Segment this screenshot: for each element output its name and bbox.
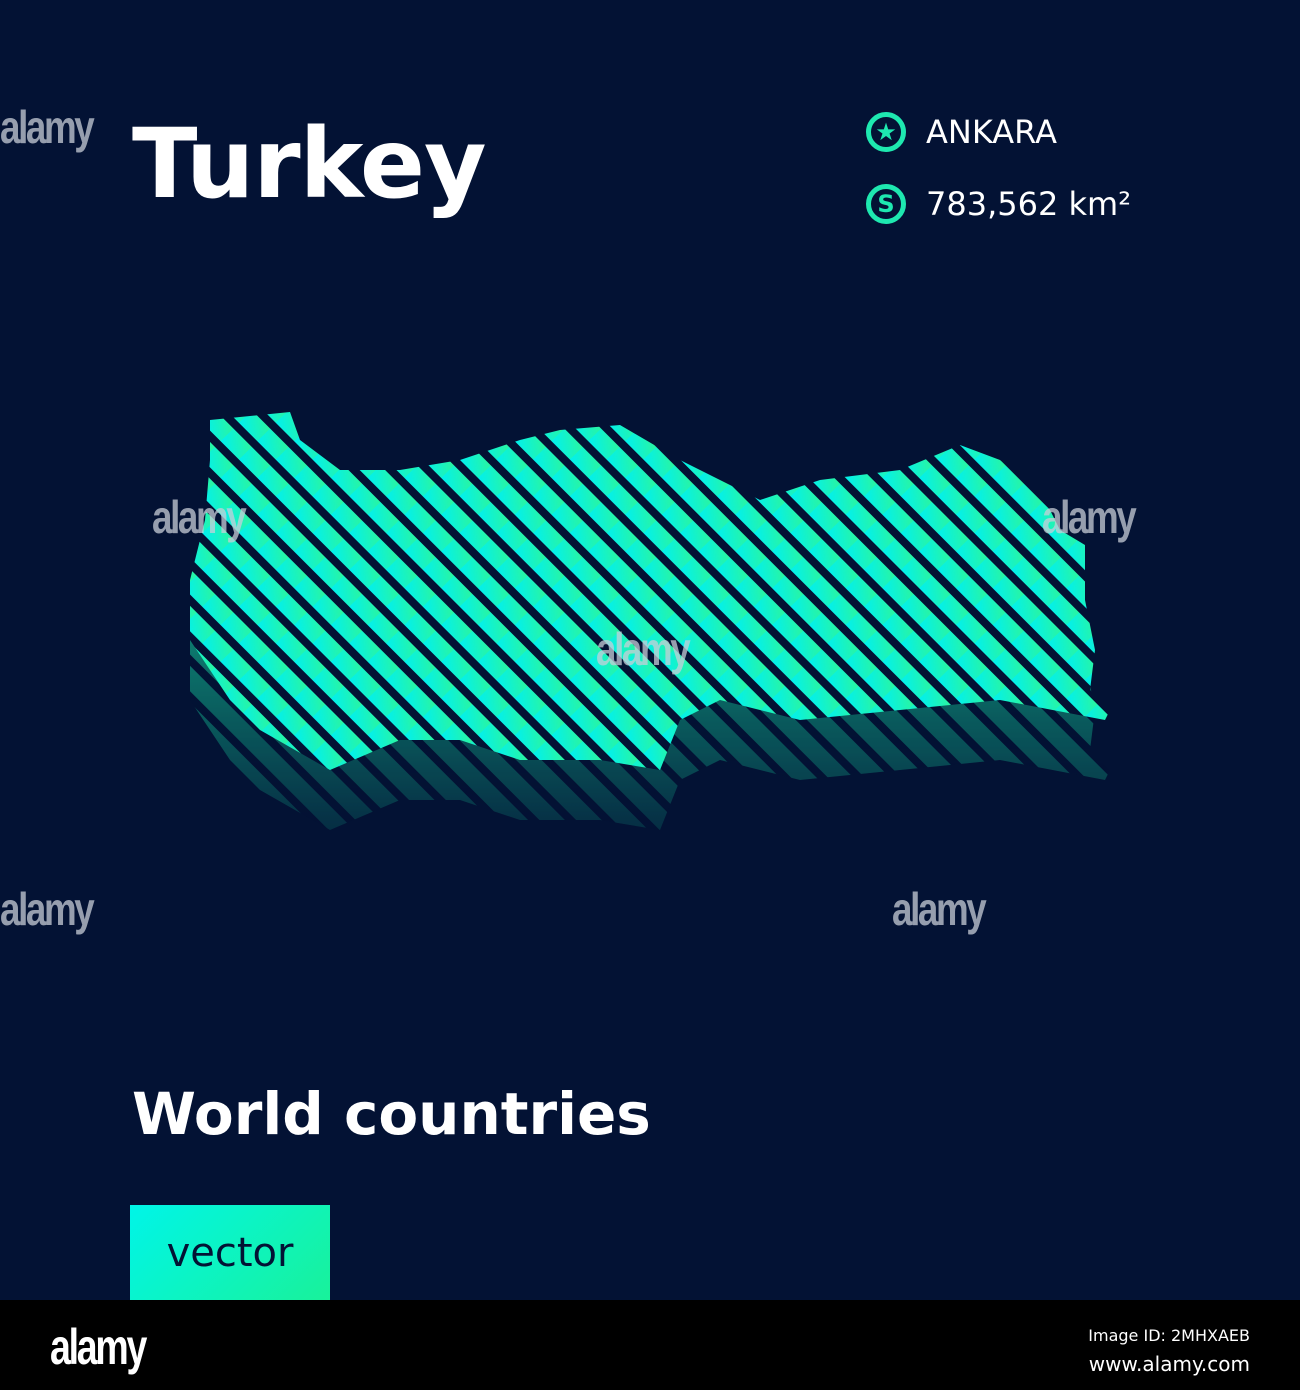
capital-row: ★ ANKARA [866,112,1057,152]
subtitle: World countries [132,1080,651,1148]
watermark: alamy [0,883,95,935]
watermark: alamy [0,101,95,153]
s-circle-icon: S [866,184,906,224]
area-row: S 783,562 km² [866,184,1131,224]
watermark: alamy [1042,491,1137,543]
image-id: Image ID: 2MHXAEB [1088,1326,1250,1345]
capital-label: ANKARA [926,113,1057,151]
page-title: Turkey [132,108,487,220]
footer-info: Image ID: 2MHXAEB www.alamy.com [1088,1322,1250,1378]
vector-badge: vector [130,1205,330,1300]
watermark: alamy [152,491,247,543]
watermark: alamy [596,623,691,675]
area-label: 783,562 km² [926,185,1132,223]
watermark: alamy [892,883,987,935]
footer: alamy Image ID: 2MHXAEB www.alamy.com [0,1300,1300,1390]
star-circle-icon: ★ [866,112,906,152]
site-url: www.alamy.com [1088,1352,1250,1376]
alamy-logo: alamy [50,1319,147,1375]
